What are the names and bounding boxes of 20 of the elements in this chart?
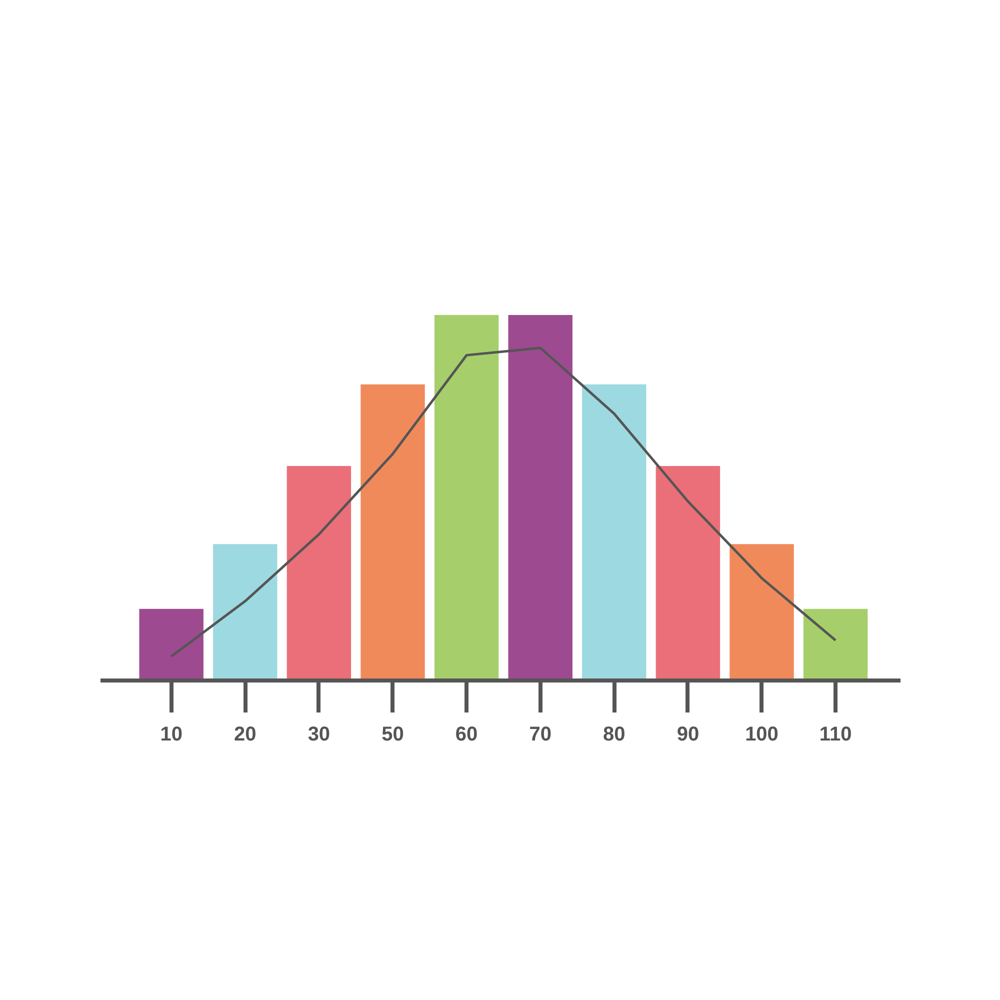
bar — [434, 314, 499, 680]
bar — [656, 466, 720, 680]
x-tick-label: 110 — [819, 724, 852, 746]
x-tick-label: 100 — [745, 724, 778, 746]
x-tick-label: 70 — [529, 724, 552, 746]
x-tick-label: 50 — [382, 724, 404, 746]
bar — [730, 544, 794, 680]
x-tick-label: 90 — [676, 724, 700, 746]
x-tick-label: 80 — [603, 724, 626, 746]
bar — [508, 314, 572, 680]
bar — [803, 608, 868, 680]
x-tick-label: 20 — [234, 724, 256, 746]
bar — [213, 544, 278, 680]
bar — [582, 384, 646, 680]
x-tick-label: 10 — [160, 724, 182, 746]
x-tick-label: 30 — [308, 724, 330, 746]
bar — [286, 466, 352, 680]
bar — [360, 384, 425, 680]
x-tick-label: 60 — [455, 724, 478, 746]
bar — [139, 608, 204, 680]
